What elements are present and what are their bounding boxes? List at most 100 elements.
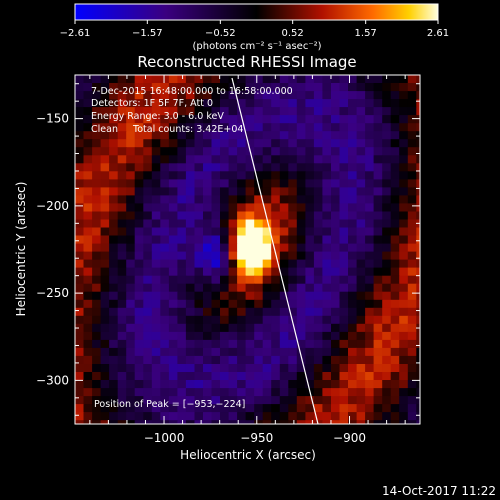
heatmap-cell [322, 267, 332, 277]
heatmap-cell [416, 131, 420, 140]
heatmap-cell [313, 163, 323, 172]
heatmap-cell [416, 227, 420, 237]
heatmap-cell [416, 412, 420, 421]
heatmap-cell [151, 171, 161, 180]
heatmap-cell [220, 412, 230, 421]
heatmap-cell [390, 404, 400, 413]
heatmap-cell [288, 396, 298, 405]
heatmap-cell [168, 123, 178, 132]
heatmap-cell [339, 195, 349, 204]
heatmap-cell [117, 211, 127, 221]
heatmap-cell [177, 339, 187, 349]
heatmap-cell [126, 99, 136, 108]
heatmap-cell [254, 131, 264, 140]
heatmap-cell [151, 115, 161, 124]
heatmap-cell [160, 131, 170, 140]
heatmap-cell [194, 171, 204, 180]
heatmap-cell [271, 404, 281, 413]
heatmap-cell [134, 219, 144, 229]
heatmap-cell [313, 259, 323, 269]
heatmap-cell [151, 147, 161, 156]
heatmap-cell [416, 404, 420, 413]
heatmap-cell [322, 331, 332, 341]
heatmap-cell [407, 211, 417, 221]
heatmap-cell [117, 147, 127, 156]
heatmap-cell [254, 396, 264, 405]
heatmap-cell [407, 372, 417, 381]
heatmap-cell [322, 372, 332, 381]
heatmap-cell [168, 364, 178, 373]
heatmap-cell [262, 347, 272, 357]
heatmap-cell [296, 388, 306, 397]
heatmap-cell [168, 227, 178, 237]
heatmap-cell [100, 147, 110, 156]
heatmap-cell [100, 187, 110, 196]
heatmap-cell [296, 147, 306, 156]
heatmap-cell [194, 83, 204, 92]
heatmap-cell [117, 404, 127, 413]
heatmap-cell [296, 291, 306, 301]
heatmap-cell [331, 227, 341, 237]
heatmap-cell [126, 107, 136, 116]
heatmap-cell [117, 420, 127, 424]
heatmap-cell [331, 83, 341, 92]
heatmap-cell [296, 380, 306, 389]
heatmap-cell [339, 83, 349, 92]
heatmap-cell [373, 315, 383, 325]
heatmap-cell [313, 99, 323, 108]
heatmap-cell [83, 299, 93, 309]
heatmap-cell [365, 404, 375, 413]
heatmap-cell [143, 372, 153, 381]
heatmap-cell [194, 420, 204, 424]
heatmap-cell [356, 131, 366, 140]
heatmap-cell [305, 251, 315, 261]
heatmap-cell [288, 347, 298, 357]
heatmap-cell [168, 331, 178, 341]
heatmap-cell [177, 195, 187, 204]
heatmap-cell [117, 139, 127, 148]
heatmap-cell [322, 211, 332, 221]
heatmap-cell [100, 267, 110, 277]
heatmap-cell [100, 412, 110, 421]
heatmap-cell [143, 211, 153, 221]
heatmap-cell [203, 155, 213, 164]
heatmap-cell [390, 139, 400, 148]
heatmap-cell [416, 315, 420, 325]
heatmap-cell [237, 75, 247, 84]
heatmap-cell [348, 412, 358, 421]
heatmap-cell [356, 420, 366, 424]
heatmap-cell [117, 99, 127, 108]
heatmap-cell [254, 91, 264, 100]
heatmap-cell [288, 235, 298, 245]
heatmap-cell [143, 123, 153, 132]
heatmap-cell [151, 83, 161, 92]
heatmap-cell [416, 91, 420, 100]
heatmap-cell [194, 131, 204, 140]
heatmap-cell [373, 131, 383, 140]
energy-range-annotation: Energy Range: 3.0 - 6.0 keV [91, 111, 224, 122]
heatmap-cell [143, 331, 153, 341]
heatmap-cell [134, 115, 144, 124]
heatmap-cell [262, 131, 272, 140]
heatmap-cell [237, 420, 247, 424]
heatmap-cell [348, 83, 358, 92]
heatmap-cell [203, 75, 213, 84]
heatmap-cell [399, 195, 409, 204]
heatmap-cell [288, 275, 298, 285]
heatmap-cell [168, 299, 178, 309]
heatmap-cell [211, 355, 221, 365]
heatmap-cell [416, 83, 420, 92]
heatmap-cell [194, 123, 204, 132]
heatmap-cell [322, 404, 332, 413]
heatmap-cell [228, 372, 238, 381]
heatmap-cell [228, 83, 238, 92]
heatmap-cell [92, 307, 102, 317]
heatmap-cell [305, 331, 315, 341]
heatmap-cell [211, 179, 221, 188]
heatmap-cell [203, 195, 213, 204]
heatmap-cell [279, 315, 289, 325]
heatmap-cell [313, 283, 323, 293]
heatmap-cell [126, 115, 136, 124]
heatmap-cell [313, 291, 323, 301]
heatmap-cell [262, 339, 272, 349]
